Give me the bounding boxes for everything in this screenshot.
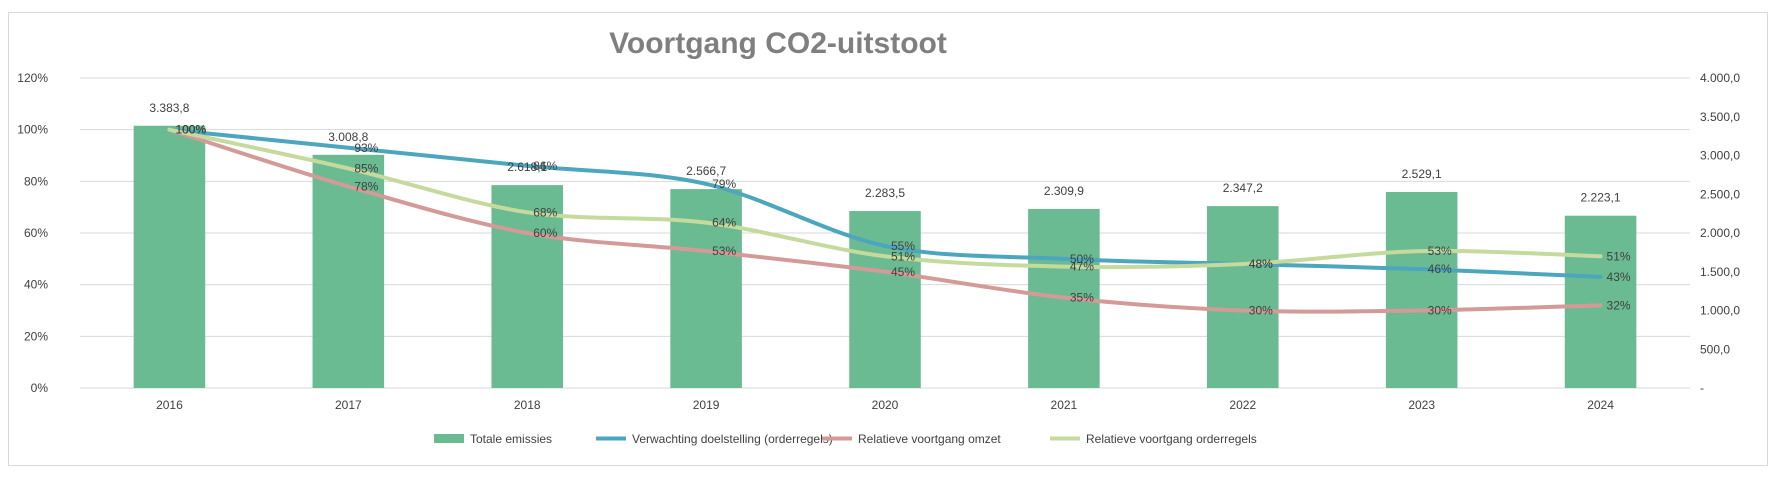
bar-data-label: 2.529,1 (1402, 167, 1442, 181)
bar-data-label: 2.223,1 (1581, 191, 1621, 205)
line-relatieve-voortgang-orderregels (167, 127, 1603, 270)
line-data-label: 35% (1070, 291, 1094, 305)
legend-label: Verwachting doelstelling (orderregels) (632, 432, 833, 446)
line-data-label: 53% (1428, 244, 1452, 258)
left-tick-label: 20% (24, 329, 48, 343)
left-tick-label: 60% (24, 226, 48, 240)
line-verwachting-doelstelling (167, 127, 1603, 279)
left-tick-label: 40% (24, 278, 48, 292)
right-tick-label: 3.000,0 (1700, 149, 1740, 163)
line-data-label: 51% (891, 249, 915, 263)
line-data-label: 60% (533, 226, 557, 240)
bar-data-label: 2.347,2 (1223, 181, 1263, 195)
bar-data-label: 2.283,5 (865, 186, 905, 200)
line-data-label: 46% (1428, 262, 1452, 276)
line-data-label: 43% (1607, 270, 1631, 284)
chart-title: Voortgang CO2-uitstoot (609, 27, 947, 60)
data-labels: 3.383,8 3.008,8 2.618,1 2.566,7 2.283,5 2.309… (149, 101, 1630, 318)
right-tick-label: - (1700, 381, 1704, 395)
bar-totale-emissies (491, 185, 563, 388)
x-tick-label: 2019 (693, 398, 720, 412)
line-data-label: 30% (1249, 304, 1273, 318)
x-tick-label: 2024 (1587, 398, 1614, 412)
line-data-label: 78% (354, 180, 378, 194)
right-axis: - 500,0 1.000,0 1.500,0 2.000,0 2.500,0 3.000,… (1700, 71, 1740, 395)
line-data-label: 51% (1607, 249, 1631, 263)
left-tick-label: 0% (31, 381, 49, 395)
bar-data-label: 3.383,8 (149, 101, 189, 115)
x-tick-label: 2022 (1229, 398, 1256, 412)
right-tick-label: 3.500,0 (1700, 110, 1740, 124)
line-data-label: 68% (533, 205, 557, 219)
right-tick-label: 1.000,0 (1700, 304, 1740, 318)
left-tick-label: 80% (24, 174, 48, 188)
left-axis: 0% 20% 40% 60% 80% 100% 120% (17, 71, 48, 395)
x-tick-label: 2023 (1408, 398, 1435, 412)
line-data-label: 100% (175, 123, 206, 137)
x-tick-label: 2020 (872, 398, 899, 412)
line-data-label: 47% (1070, 260, 1094, 274)
x-tick-label: 2021 (1051, 398, 1078, 412)
line-data-label: 93% (354, 141, 378, 155)
bar-data-label: 2.309,9 (1044, 184, 1084, 198)
line-data-label: 48% (1249, 257, 1273, 271)
line-data-label: 64% (712, 216, 736, 230)
line-data-label: 86% (533, 159, 557, 173)
line-data-label: 85% (354, 161, 378, 175)
line-data-label: 100% (175, 123, 206, 137)
line-data-label: 48% (1249, 257, 1273, 271)
legend-swatch-bar (434, 434, 464, 443)
x-tick-label: 2018 (514, 398, 541, 412)
line-relatieve-voortgang-omzet (167, 127, 1603, 314)
bar-totale-emissies (1207, 206, 1279, 388)
line-data-label: 79% (712, 177, 736, 191)
line-data-label: 32% (1607, 298, 1631, 312)
bar-totale-emissies (133, 125, 206, 389)
right-tick-label: 2.000,0 (1700, 226, 1740, 240)
line-data-label: 30% (1428, 304, 1452, 318)
line-data-label: 100% (175, 123, 206, 137)
line-data-label: 50% (1070, 252, 1094, 266)
left-tick-label: 120% (17, 71, 48, 85)
bar-totale-emissies (1385, 191, 1458, 388)
right-tick-label: 1.500,0 (1700, 265, 1740, 279)
legend-label: Relatieve voortgang omzet (858, 432, 1001, 446)
line-data-label: 55% (891, 239, 915, 253)
right-tick-label: 4.000,0 (1700, 71, 1740, 85)
x-axis: 2016 2017 2018 2019 2020 2021 2022 2023 2024 (156, 398, 1614, 412)
legend-label: Relatieve voortgang orderregels (1086, 432, 1257, 446)
left-tick-label: 100% (17, 123, 48, 137)
right-tick-label: 500,0 (1700, 342, 1730, 356)
line-series (167, 127, 1603, 314)
x-tick-label: 2016 (156, 398, 183, 412)
bar-data-label: 3.008,8 (328, 130, 368, 144)
line-data-label: 45% (891, 265, 915, 279)
bar-totale-emissies (1564, 215, 1637, 388)
bar-data-label: 2.618,1 (507, 160, 547, 174)
legend: Totale emissies Verwachting doelstelling … (434, 432, 1257, 446)
line-data-label: 53% (712, 244, 736, 258)
x-tick-label: 2017 (335, 398, 362, 412)
right-tick-label: 2.500,0 (1700, 187, 1740, 201)
bar-data-label: 2.566,7 (686, 164, 726, 178)
legend-label: Totale emissies (470, 432, 552, 446)
